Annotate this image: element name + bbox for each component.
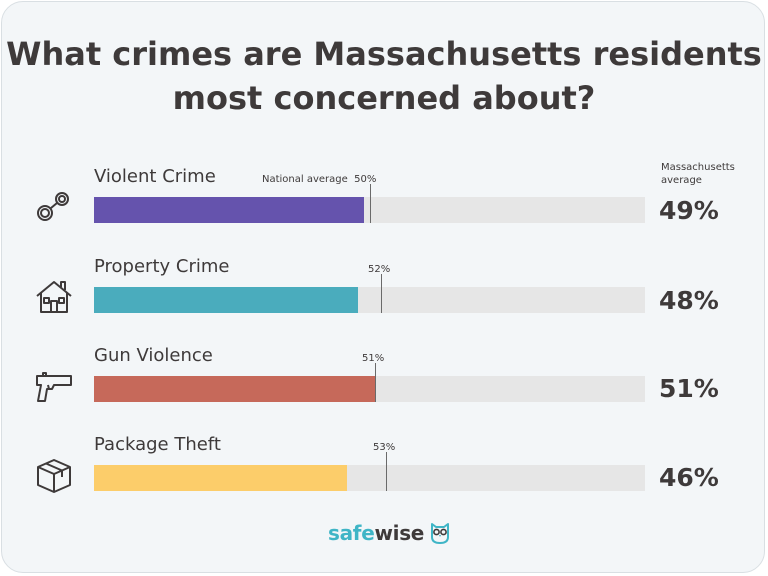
house-icon: [36, 281, 72, 313]
safewise-logo: safe wise: [328, 521, 452, 545]
row-label: Property Crime: [94, 256, 230, 277]
national-average-value: 53%: [373, 442, 396, 453]
row-label: Violent Crime: [94, 166, 216, 187]
bar-violent-crime: [94, 197, 364, 223]
national-average-marker: [370, 184, 371, 223]
handcuffs-icon: [37, 192, 69, 221]
row-label: Gun Violence: [94, 345, 213, 366]
state-average-value: 46%: [659, 463, 719, 492]
national-average-value: 51%: [362, 353, 385, 364]
owl-icon: [431, 523, 450, 544]
logo-text-safe: safe: [328, 521, 375, 545]
handgun-icon: [36, 372, 72, 402]
state-average-value: 51%: [659, 374, 719, 403]
bar-gun-violence: [94, 376, 375, 402]
bar-track: [94, 197, 645, 223]
bar-track: [94, 287, 645, 313]
national-average-value: 50%: [354, 174, 377, 185]
national-average-marker: [386, 452, 387, 491]
state-average-value: 49%: [659, 196, 719, 225]
national-average-text: National average: [262, 174, 348, 185]
chart-title: What crimes are Massachusetts residents …: [6, 35, 762, 117]
logo-text-wise: wise: [374, 521, 425, 545]
bar-track: [94, 376, 645, 402]
bar-track: [94, 465, 645, 491]
state-average-header: Massachusetts average: [661, 162, 735, 186]
bar-property-crime: [94, 287, 359, 313]
national-average-value: 52%: [368, 264, 391, 275]
row-label: Package Theft: [94, 434, 221, 455]
national-average-marker: [381, 274, 382, 313]
national-average-marker: [375, 363, 376, 402]
bar-package-theft: [94, 465, 348, 491]
national-average-label: National average 50%: [262, 173, 376, 186]
package-icon: [37, 459, 71, 493]
state-average-value: 48%: [659, 286, 719, 315]
